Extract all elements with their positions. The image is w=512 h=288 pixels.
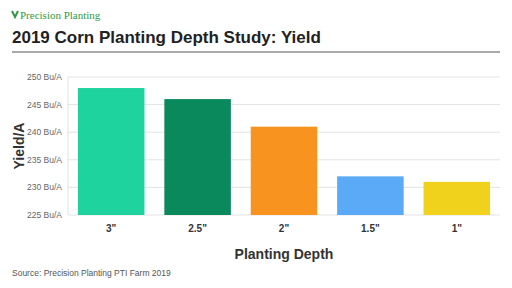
- logo: Precision Planting: [20, 9, 101, 21]
- y-tick-label: 250 Bu/A: [27, 72, 62, 82]
- bars: [78, 88, 490, 215]
- bar: [251, 127, 318, 215]
- y-axis-line: [68, 77, 69, 215]
- grid-line: [68, 77, 500, 78]
- y-tick-label: 245 Bu/A: [27, 100, 62, 110]
- source: Source: Precision Planting PTI Farm 2019: [12, 268, 171, 278]
- chart: Precision Planting 2019 Corn Planting Dep…: [0, 0, 512, 288]
- x-tick-label: 2": [279, 223, 290, 234]
- y-tick-label: 240 Bu/A: [27, 127, 62, 137]
- y-tick-label: 225 Bu/A: [27, 210, 62, 220]
- x-tick-label: 1": [452, 223, 463, 234]
- x-axis-label: Planting Depth: [235, 246, 334, 262]
- title-rule: [12, 52, 500, 53]
- bar: [78, 88, 145, 215]
- x-tick-label: 2.5": [188, 223, 207, 234]
- x-tick-label: 3": [106, 223, 117, 234]
- bar: [337, 176, 404, 215]
- y-tick-label: 235 Bu/A: [27, 155, 62, 165]
- y-axis-label: Yield/A: [11, 123, 27, 170]
- y-tick-label: 230 Bu/A: [27, 182, 62, 192]
- logo-icon: [12, 11, 18, 17]
- bar: [164, 99, 231, 215]
- title: 2019 Corn Planting Depth Study: Yield: [12, 28, 321, 47]
- bar: [424, 182, 491, 215]
- x-tick-label: 1.5": [361, 223, 380, 234]
